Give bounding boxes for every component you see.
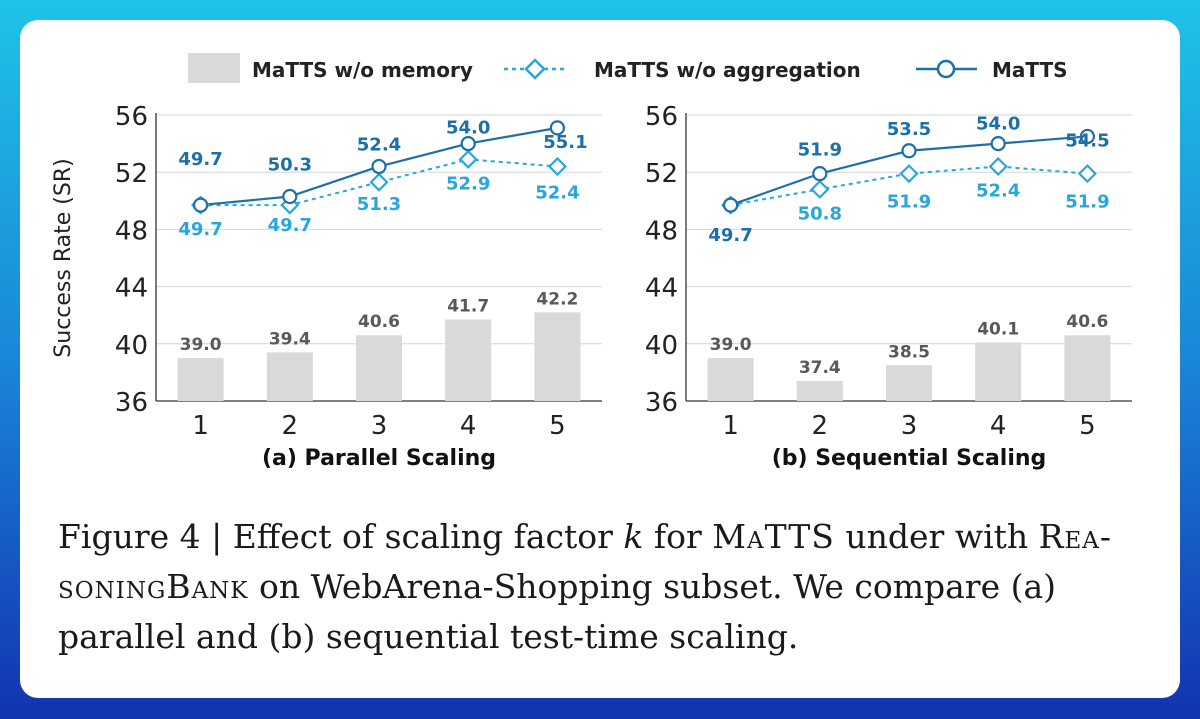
panel-a-dashed-label-2: 49.7 <box>268 215 312 236</box>
panel-b-bar-label-5: 40.6 <box>1066 312 1108 332</box>
panel-a-ytick-label: 36 <box>115 388 148 418</box>
panel-a-bar-label-3: 40.6 <box>358 312 400 332</box>
panel-b-circle-point-5 <box>1079 128 1096 145</box>
caption-part-4: on WebArena-Shopping subset. We compare … <box>58 567 1057 656</box>
panel-b-ytick-label: 56 <box>645 102 678 132</box>
panel-a-xtick-label: 5 <box>549 411 566 441</box>
panel-b-dashed-label-2: 50.8 <box>798 203 842 224</box>
panel-b-title: (b) Sequential Scaling <box>772 446 1047 471</box>
legend-label-bar: MaTTS w/o memory <box>252 58 473 82</box>
panel-b-circle-point-2 <box>812 166 828 182</box>
panel-a-ytick-label: 52 <box>115 159 148 189</box>
panel-a-dashed-label-3: 51.3 <box>357 194 401 215</box>
panel-b-solid-label-4: 54.0 <box>976 114 1020 135</box>
panel-a-bar-3 <box>356 335 402 401</box>
panel-a-xtick-label: 3 <box>371 411 388 441</box>
panel-a-circle-point-2 <box>282 188 298 205</box>
panel-a-bar-2 <box>266 352 313 401</box>
panel-a-circle-point-4 <box>460 135 476 152</box>
caption-part-2: for <box>643 517 713 556</box>
panel-b-bar-label-4: 40.1 <box>977 319 1019 339</box>
panel-b-xtick-label: 1 <box>722 411 739 441</box>
figure-svg: MaTTS w/o memory MaTTS w/o aggregation MaT… <box>51 53 1132 471</box>
panel-b-bar-5 <box>1064 335 1111 401</box>
panel-a-solid-label-2: 50.3 <box>268 155 312 176</box>
panel-b-circle-point-1 <box>722 197 739 213</box>
panel-b-bar-4 <box>975 342 1022 401</box>
panel-b-circle-point-4 <box>990 135 1006 152</box>
panel-a-xtick-label: 1 <box>192 411 209 441</box>
panel-b-xtick-label: 2 <box>812 411 829 441</box>
panel-a-dashed-label-5: 52.4 <box>535 182 579 203</box>
panel-b-ytick-label: 44 <box>645 274 678 304</box>
panel-b-dashed-label-4: 52.4 <box>976 180 1020 201</box>
caption-part-1: Figure 4 | Effect of scaling factor <box>58 517 624 556</box>
panel-b-solid-label-1: 49.7 <box>708 225 752 246</box>
caption-reasoning-1: Rea- <box>1038 517 1113 556</box>
panel-b-xtick-label: 4 <box>990 411 1007 441</box>
panel-a-ytick-label: 56 <box>115 102 148 132</box>
panel-b-ytick-label: 48 <box>645 216 678 246</box>
panel-a-bar-label-4: 41.7 <box>447 296 489 316</box>
panel-a-circle-point-5 <box>549 120 566 136</box>
panel-b-bar-label-1: 39.0 <box>710 335 752 355</box>
panel-b-diamond-point-3 <box>899 164 919 184</box>
legend-circle-marker <box>936 59 956 79</box>
panel-a-xtick-label: 2 <box>282 411 299 441</box>
panel-a-diamond-point-3 <box>369 172 389 192</box>
panel-b-bar-label-3: 38.5 <box>888 342 930 362</box>
panel-a-bar-5 <box>534 312 581 401</box>
panel-a-ytick-label: 40 <box>115 331 148 361</box>
panel-a-diamond-point-4 <box>458 149 478 169</box>
legend-diamond-marker <box>524 58 546 80</box>
caption-part-3: under with <box>834 517 1039 556</box>
panel-a-xtick-label: 4 <box>460 411 477 441</box>
panel-a-ytick-label: 48 <box>115 216 148 246</box>
caption-reasoning-2: soningBank <box>58 567 249 606</box>
panel-a-title: (a) Parallel Scaling <box>262 446 496 471</box>
panel-b-bar-label-2: 37.4 <box>799 358 841 378</box>
panel-a-bar-label-5: 42.2 <box>536 289 578 309</box>
panel-b-bar-3 <box>886 365 932 401</box>
legend-label-dashed: MaTTS w/o aggregation <box>594 58 861 82</box>
panel-b-xtick-label: 3 <box>901 411 918 441</box>
panel-a-solid-label-3: 52.4 <box>357 134 401 155</box>
legend-label-solid: MaTTS <box>992 58 1068 82</box>
panel-a-ytick-label: 44 <box>115 274 148 304</box>
figure-card: MaTTS w/o memory MaTTS w/o aggregation MaT… <box>20 20 1180 698</box>
panel-b-dashed-label-5: 51.9 <box>1065 192 1109 213</box>
panel-a-circle-point-1 <box>193 197 209 213</box>
panel-b-xtick-label: 5 <box>1079 411 1096 441</box>
panel-b-bar-2 <box>796 380 843 401</box>
caption-k: k <box>623 517 644 556</box>
panel-a-bar-1 <box>177 358 224 401</box>
panel-a-bar-4 <box>445 319 492 401</box>
panel-a-bar-label-1: 39.0 <box>180 335 222 355</box>
panel-a-circle-point-3 <box>371 158 387 175</box>
panel-a-solid-label-5: 55.1 <box>543 132 587 153</box>
panel-b-diamond-point-4 <box>988 156 1008 177</box>
panel-a-diamond-point-5 <box>547 156 567 177</box>
panel-b-solid-label-3: 53.5 <box>887 119 931 140</box>
panel-b-bar-1 <box>707 358 754 401</box>
panel-a-dashed-label-4: 52.9 <box>446 173 490 194</box>
panel-b-solid-label-2: 51.9 <box>798 140 842 161</box>
panel-a-solid-label-1: 49.7 <box>178 149 222 170</box>
panel-b-dashed-label-3: 51.9 <box>887 192 931 213</box>
panel-a-dashed-label-1: 49.7 <box>178 219 222 240</box>
panel-b-circle-point-3 <box>901 143 917 159</box>
caption-matts: MaTTS <box>712 517 835 556</box>
panel-b-diamond-point-5 <box>1077 164 1097 184</box>
panel-a-bar-label-2: 39.4 <box>269 329 311 349</box>
panel-b-ytick-label: 40 <box>645 331 678 361</box>
panel-b-ytick-label: 52 <box>645 159 678 189</box>
figure-caption: Figure 4 | Effect of scaling factor k fo… <box>58 512 1148 662</box>
panel-a-solid-label-4: 54.0 <box>446 118 490 139</box>
panel-a-dashed-line <box>200 158 558 207</box>
panel-b-diamond-point-2 <box>810 179 830 199</box>
legend-bar-swatch <box>188 53 240 83</box>
panel-b-solid-label-5: 54.5 <box>1065 130 1109 151</box>
panel-a-ylabel: Success Rate (SR) <box>51 158 76 357</box>
panel-b-ytick-label: 36 <box>645 388 678 418</box>
